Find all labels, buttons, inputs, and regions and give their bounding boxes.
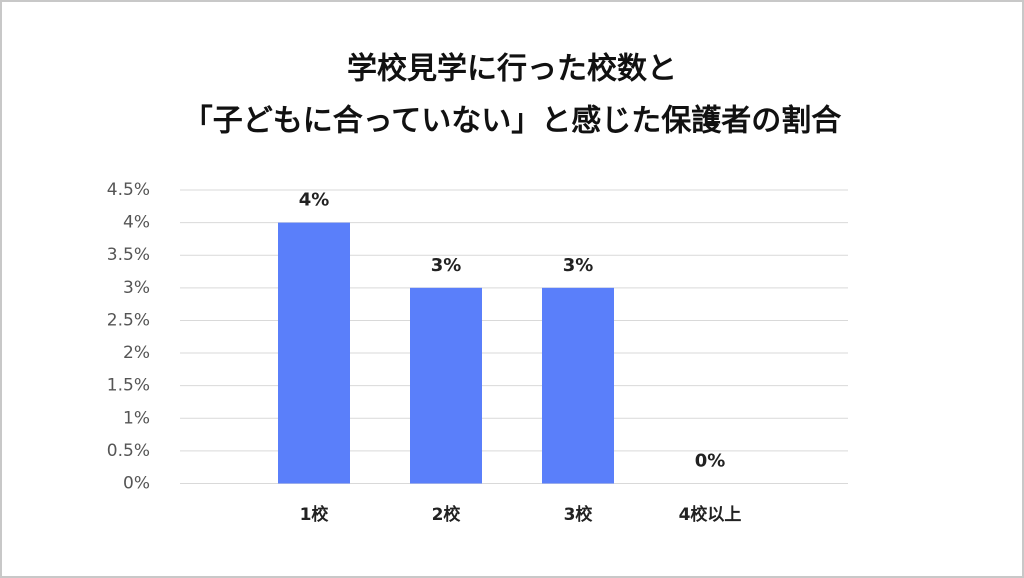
x-tick-label: 1校 [300,504,330,525]
x-tick-label: 4校以上 [679,504,742,525]
chart-title: 学校見学に行った校数と [347,52,677,87]
y-tick-label: 3.5% [107,245,150,265]
x-tick-label: 3校 [564,504,594,525]
bar [278,222,350,484]
y-tick-label: 0% [123,474,150,494]
y-tick-label: 2% [123,343,150,363]
y-tick-label: 3% [123,278,150,298]
y-tick-label: 1% [123,408,150,428]
data-label: 4% [299,190,330,211]
y-tick-label: 2.5% [107,310,150,330]
data-label: 3% [431,255,462,276]
bar [410,287,482,484]
chart-title: 「子どもに合っていない」と感じた保護者の割合 [183,104,842,139]
x-tick-label: 2校 [432,504,462,525]
data-label: 0% [695,451,726,472]
data-label: 3% [563,255,594,276]
bar [542,287,614,484]
y-tick-label: 0.5% [107,441,150,461]
y-tick-label: 4.5% [107,180,150,200]
y-tick-label: 4% [123,213,150,233]
y-tick-label: 1.5% [107,376,150,396]
